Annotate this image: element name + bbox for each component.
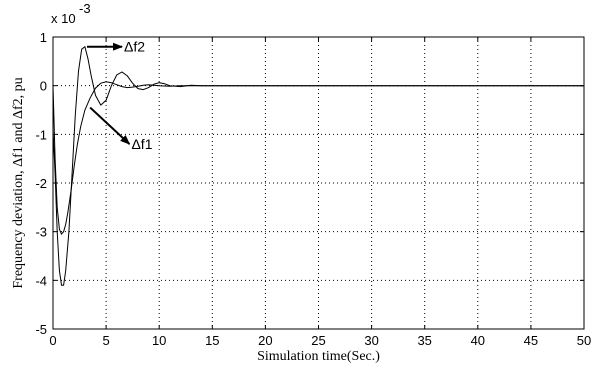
y-tick-label: 0 xyxy=(40,79,47,94)
x-tick-label: 15 xyxy=(205,333,219,348)
y-multiplier-exponent: -3 xyxy=(79,1,91,16)
grid xyxy=(53,37,584,329)
series-line-delta-f2 xyxy=(52,45,584,286)
y-tick-label: -4 xyxy=(35,273,47,288)
y-multiplier: x 10 -3 xyxy=(51,1,91,26)
x-tick-label: 0 xyxy=(49,333,56,348)
y-tick-label: -3 xyxy=(35,225,47,240)
y-tick-label: -1 xyxy=(35,127,47,142)
x-tick-label: 50 xyxy=(577,333,591,348)
y-multiplier-base: x 10 xyxy=(51,11,76,26)
x-tick-label: 10 xyxy=(152,333,166,348)
annotation-arrow xyxy=(89,106,131,145)
x-tick-label: 40 xyxy=(471,333,485,348)
y-tick-group: 1 0 -1 -2 -3 -4 -5 xyxy=(35,30,584,337)
y-axis-label: Frequency deviation, Δf1 and Δf2, pu xyxy=(11,77,26,288)
x-tick-label: 20 xyxy=(258,333,272,348)
series-group xyxy=(52,45,584,286)
y-tick-label: 1 xyxy=(40,30,47,45)
x-tick-label: 45 xyxy=(524,333,538,348)
x-tick-label: 5 xyxy=(102,333,109,348)
x-axis-label: Simulation time(Sec.) xyxy=(257,349,380,364)
annotation-group: Δf2 Δf1 xyxy=(86,39,153,152)
x-tick-label: 25 xyxy=(311,333,325,348)
x-tick-group: 0 5 10 15 20 25 30 35 40 45 50 xyxy=(49,37,591,348)
x-tick-label: 30 xyxy=(364,333,378,348)
y-tick-label: -5 xyxy=(35,322,47,337)
x-tick-label: 35 xyxy=(417,333,431,348)
annotation-label: Δf2 xyxy=(124,39,145,55)
annotation-label: Δf1 xyxy=(131,136,152,152)
y-tick-label: -2 xyxy=(35,176,47,191)
series-line-delta-f1 xyxy=(52,81,584,236)
